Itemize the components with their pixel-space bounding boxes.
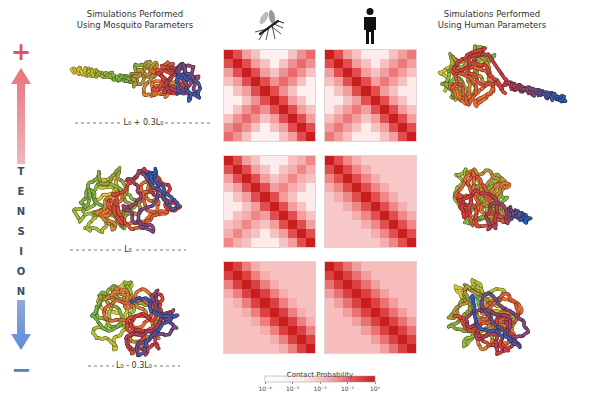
html-text:I: I [19,246,23,257]
svg-text:10⁰: 10⁰ [370,385,381,392]
svg-text:10⁻⁴: 10⁻⁴ [258,385,272,392]
html-text:Simulations Performed: Simulations Performed [86,8,184,19]
html-text:E: E [17,186,25,197]
svg-text:10⁻²: 10⁻² [313,385,327,392]
html-text:Using Mosquito Parameters: Using Mosquito Parameters [76,19,194,30]
html-text:Simulations Performed: Simulations Performed [443,8,541,19]
html-text:O: O [16,266,26,277]
svg-text:10⁻³: 10⁻³ [286,385,300,392]
html-text:L₀ + 0.3L₀: L₀ + 0.3L₀ [123,118,164,127]
html-text:L₀ - 0.3L₀: L₀ - 0.3L₀ [116,361,152,370]
svg-text:Contact Probability: Contact Probability [287,371,353,379]
html-text:N: N [16,286,26,297]
html-text:S: S [17,226,25,237]
html-text:N: N [16,206,26,217]
svg-text:10⁻¹: 10⁻¹ [341,385,355,392]
html-text:Using Human Parameters: Using Human Parameters [437,19,547,30]
html-text:L₀: L₀ [124,245,132,254]
html-text:T: T [17,166,25,177]
